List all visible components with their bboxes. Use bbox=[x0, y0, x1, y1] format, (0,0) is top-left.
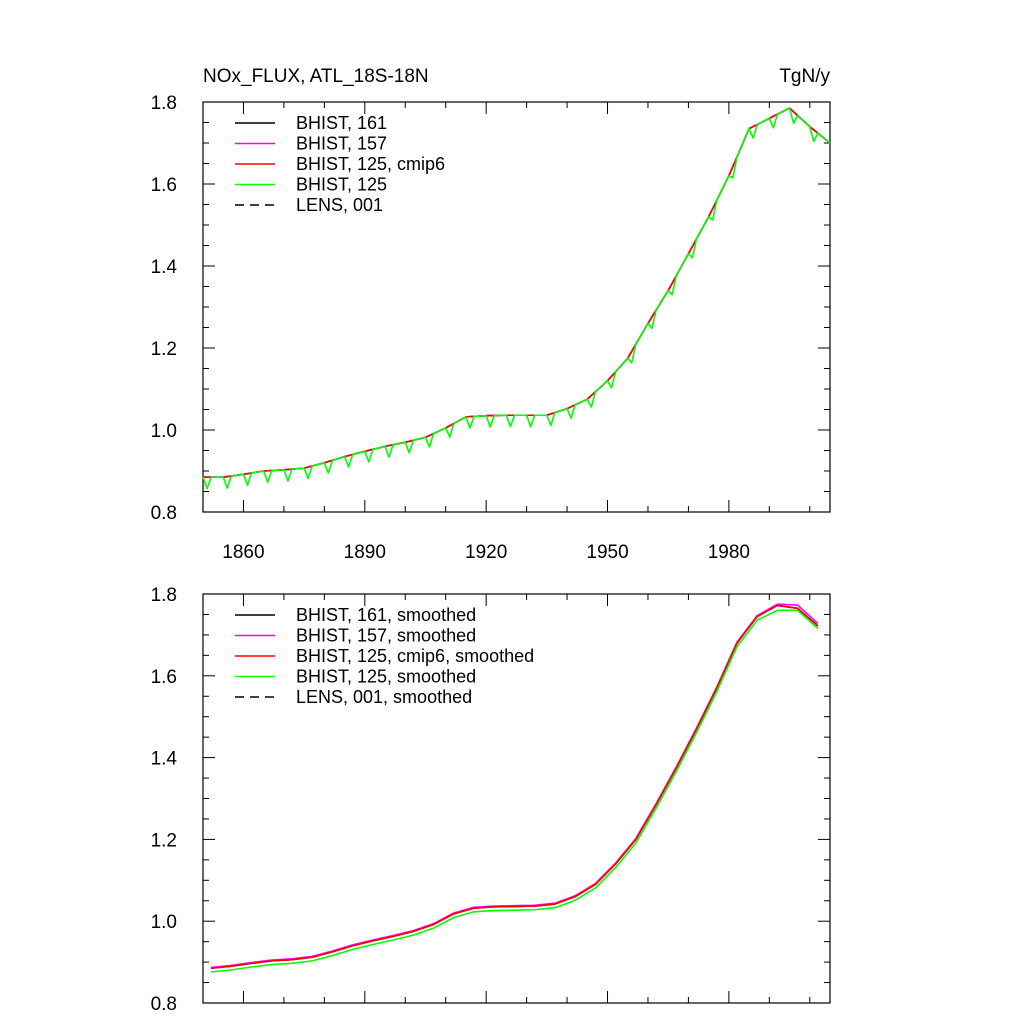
panel2-legend-label: BHIST, 125, smoothed bbox=[296, 667, 476, 687]
panel2-y-tick-label: 1.6 bbox=[151, 667, 177, 688]
panel2-y-tick-label: 1.0 bbox=[151, 912, 177, 933]
panel2-y-tick-label: 0.8 bbox=[151, 994, 177, 1015]
panel1-x-tick-label: 1920 bbox=[465, 542, 507, 563]
panel2-legend-label: BHIST, 161, smoothed bbox=[296, 605, 476, 625]
panel1-y-tick-label: 1.0 bbox=[151, 421, 177, 442]
panel1-x-tick-label: 1890 bbox=[344, 542, 386, 563]
panel1-x-tick-label: 1860 bbox=[222, 542, 264, 563]
panel1-legend-label: BHIST, 125, cmip6 bbox=[296, 154, 445, 174]
panel2-legend-label: LENS, 001, smoothed bbox=[296, 687, 472, 707]
panel1-legend-label: LENS, 001 bbox=[296, 195, 383, 215]
panel2-y-tick-label: 1.2 bbox=[151, 830, 177, 851]
units-label: TgN/y bbox=[779, 66, 830, 87]
panel1-y-tick-label: 1.8 bbox=[151, 93, 177, 114]
panel1-y-tick-label: 1.2 bbox=[151, 339, 177, 360]
panel1-x-tick-label: 1950 bbox=[586, 542, 628, 563]
panel1-legend-label: BHIST, 157 bbox=[296, 134, 387, 154]
panel2-y-tick-label: 1.8 bbox=[151, 585, 177, 606]
panel2-legend-label: BHIST, 157, smoothed bbox=[296, 626, 476, 646]
panel1-x-tick-label: 1980 bbox=[708, 542, 750, 563]
panel1-legend-label: BHIST, 161 bbox=[296, 113, 387, 133]
panel1-y-tick-label: 1.4 bbox=[151, 257, 178, 278]
panel2-legend-label: BHIST, 125, cmip6, smoothed bbox=[296, 646, 534, 666]
panel1-y-tick-label: 0.8 bbox=[151, 503, 177, 524]
panel2-y-tick-label: 1.4 bbox=[151, 749, 178, 770]
panel2-series-line-4 bbox=[211, 609, 819, 973]
panel1-legend-label: BHIST, 125 bbox=[296, 175, 387, 195]
panel1-series-line-4 bbox=[202, 107, 831, 490]
panel1-y-tick-label: 1.6 bbox=[151, 175, 177, 196]
chart-title: NOx_FLUX, ATL_18S-18N bbox=[203, 66, 429, 87]
panel2-series-line-3 bbox=[211, 604, 819, 970]
